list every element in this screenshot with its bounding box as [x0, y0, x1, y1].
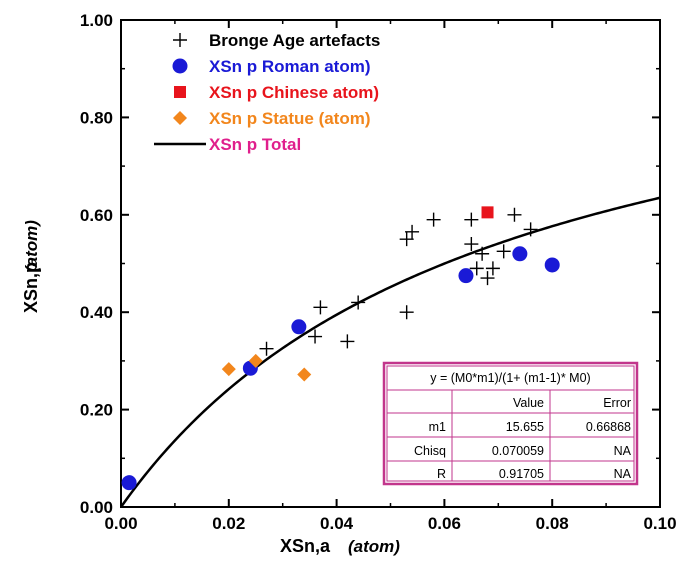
legend-bronze-age-marker [173, 33, 187, 47]
y-axis-unit: (atom) [22, 220, 41, 272]
fit-table-frame [382, 361, 639, 486]
fit-table-cell: R [437, 467, 446, 481]
y-tick-label: 0.00 [80, 498, 113, 517]
chinese-point [481, 206, 494, 219]
x-tick-label: 0.10 [643, 514, 676, 533]
bronze-age-point [259, 341, 274, 356]
axes: 0.00 0.02 0.04 0.06 0.08 0.10 0.00 0.20 0.40 0.60… [21, 11, 677, 556]
bronze-age-point [399, 232, 414, 247]
data-marks [119, 196, 661, 508]
fit-table-cell: Chisq [414, 444, 446, 458]
bronze-age-point [496, 244, 511, 259]
statue-point [297, 367, 312, 382]
bronze-age-point [351, 295, 366, 310]
legend-chinese-marker [174, 86, 186, 98]
legend: Bronge Age artefacts XSn p Roman atom) XSn… [154, 31, 380, 154]
legend-total-label: XSn p Total [209, 135, 301, 154]
bronze-age-point [480, 271, 495, 286]
statue-point [248, 353, 263, 368]
x-axis-unit: (atom) [348, 537, 400, 556]
bronze-age-point [340, 334, 355, 349]
y-tick-label: 0.60 [80, 206, 113, 225]
legend-chinese-label: XSn p Chinese atom) [209, 83, 379, 102]
y-tick-label: 0.20 [80, 401, 113, 420]
x-tick-label: 0.06 [428, 514, 461, 533]
bronze-age-point [464, 212, 479, 227]
bronze-age-point [399, 305, 414, 320]
bronze-age-point [523, 222, 538, 237]
bronze-age-point [426, 212, 441, 227]
x-tick-label: 0.04 [320, 514, 354, 533]
fit-equation: y = (M0*m1)/(1+ (m1-1)* M0) [430, 371, 590, 385]
bronze-age-point [469, 261, 484, 276]
x-tick-label: 0.02 [212, 514, 245, 533]
bronze-age-point [308, 329, 323, 344]
fit-table-cell: 0.070059 [492, 444, 544, 458]
fit-table-cell: NA [614, 467, 632, 481]
y-axis-title: XSn,p [21, 262, 41, 313]
x-tick-label: 0.08 [536, 514, 569, 533]
fit-table-cell: NA [614, 444, 632, 458]
roman-point [458, 268, 474, 284]
legend-roman-marker [172, 58, 188, 74]
statue-point [221, 362, 236, 377]
legend-roman-label: XSn p Roman atom) [209, 57, 371, 76]
bronze-age-point [507, 207, 522, 222]
bronze-age-point [464, 237, 479, 252]
roman-point [544, 257, 560, 273]
legend-statue-marker [173, 111, 187, 125]
fit-table-cell: 0.91705 [499, 467, 544, 481]
fit-table-cell: 15.655 [506, 420, 544, 434]
roman-point [121, 475, 137, 491]
roman-point [512, 246, 528, 262]
y-tick-label: 0.80 [80, 108, 113, 127]
x-axis-title: XSn,a [280, 536, 331, 556]
bronze-age-point [405, 224, 420, 239]
fit-table-cell: 0.66868 [586, 420, 631, 434]
x-tick-label: 0.00 [104, 514, 137, 533]
roman-point [291, 319, 307, 335]
fit-table-header: Error [603, 396, 631, 410]
fit-table-inner-frame [386, 365, 635, 482]
legend-bronze-age-label: Bronge Age artefacts [209, 31, 380, 50]
fit-table-header: Value [513, 396, 544, 410]
fit-curve [119, 196, 661, 508]
y-tick-label: 0.40 [80, 303, 113, 322]
bronze-age-point [485, 261, 500, 276]
bronze-age-point [475, 246, 490, 261]
bronze-age-point [313, 300, 328, 315]
fit-table-cell: m1 [429, 420, 446, 434]
fit-results-table: y = (M0*m1)/(1+ (m1-1)* M0) Value Error m1 1… [382, 361, 639, 486]
y-tick-label: 1.00 [80, 11, 113, 30]
legend-statue-label: XSn p Statue (atom) [209, 109, 371, 128]
